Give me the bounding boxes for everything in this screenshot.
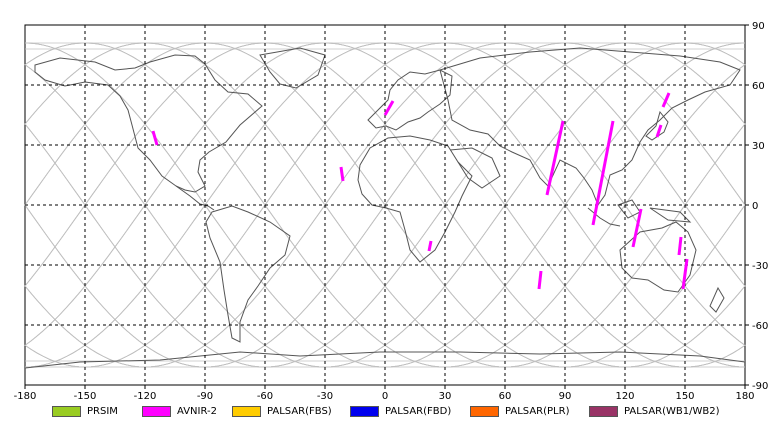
world-map: -180 -150 -120 -90 -60 -30 0 30 60 90 120 150 180 90…: [14, 21, 769, 400]
legend-label: PALSAR(WB1/WB2): [624, 405, 720, 417]
legend-label: PRSIM: [87, 405, 118, 417]
legend-item-palsar-fbd: PALSAR(FBD): [350, 403, 451, 419]
x-tick-label: -180: [14, 391, 37, 400]
scene-swath: [655, 124, 663, 138]
legend-swatch: [470, 405, 499, 417]
legend-item-prsim: PRSIM: [52, 403, 118, 419]
x-tick-label: -90: [197, 391, 213, 400]
legend-swatch: [589, 405, 618, 417]
x-tick-label: 30: [439, 391, 452, 400]
legend-label: PALSAR(PLR): [505, 405, 570, 417]
scene-swath: [681, 258, 689, 290]
x-tick-label: 0: [382, 391, 388, 400]
scene-swath: [631, 208, 643, 248]
coastlines: [24, 47, 746, 369]
legend-item-avnir2: AVNIR-2: [142, 403, 217, 419]
y-tick-label: -90: [752, 381, 768, 392]
scene-swath: [339, 166, 345, 182]
legend-item-palsar-plr: PALSAR(PLR): [470, 403, 569, 419]
legend-item-palsar-fbs: PALSAR(FBS): [232, 403, 332, 419]
scene-swath: [545, 120, 565, 196]
y-tick-label: -60: [752, 321, 768, 332]
scene-swath: [383, 100, 395, 116]
x-tick-label: -30: [317, 391, 333, 400]
legend-swatch: [52, 405, 81, 417]
x-tick-label: 120: [615, 391, 634, 400]
longitude-axis: -180 -150 -120 -90 -60 -30 0 30 60 90 120 150 180: [14, 385, 755, 400]
y-tick-label: 30: [752, 141, 765, 152]
scene-swath: [591, 120, 615, 226]
legend: PRSIM AVNIR-2 PALSAR(FBS) PALSAR(FBD) PA…: [0, 403, 770, 421]
legend-swatch: [350, 405, 379, 417]
x-tick-label: 150: [675, 391, 694, 400]
legend-label: AVNIR-2: [177, 405, 217, 417]
x-tick-label: 180: [735, 391, 754, 400]
x-tick-label: 60: [499, 391, 512, 400]
scene-swath: [661, 92, 671, 108]
y-tick-label: 0: [752, 201, 758, 212]
legend-label: PALSAR(FBS): [267, 405, 332, 417]
y-tick-label: -30: [752, 261, 768, 272]
x-tick-label: 90: [559, 391, 572, 400]
x-tick-label: -150: [74, 391, 97, 400]
x-tick-label: -120: [134, 391, 157, 400]
latitude-axis: 90 60 30 0 -30 -60 -90: [745, 21, 768, 392]
scene-swath: [427, 240, 433, 252]
graticule: [25, 25, 745, 385]
y-tick-label: 90: [752, 21, 765, 32]
x-tick-label: -60: [257, 391, 273, 400]
avnir2-scenes: [151, 92, 689, 290]
legend-item-palsar-wb: PALSAR(WB1/WB2): [589, 403, 720, 419]
legend-swatch: [232, 405, 261, 417]
legend-swatch: [142, 405, 171, 417]
legend-label: PALSAR(FBD): [385, 405, 452, 417]
scene-swath: [677, 236, 683, 256]
y-tick-label: 60: [752, 81, 765, 92]
scene-swath: [151, 130, 159, 146]
scene-swath: [537, 270, 543, 290]
